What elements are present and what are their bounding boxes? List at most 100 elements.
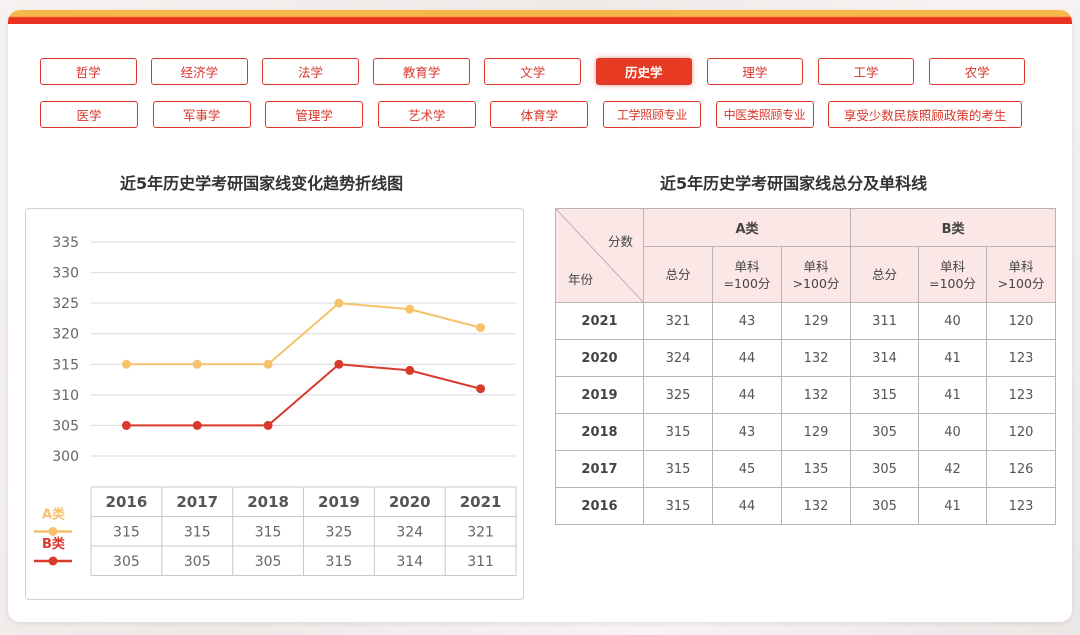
- table-cell: 132: [780, 487, 852, 525]
- subject-button-row1-7[interactable]: 工学: [817, 58, 915, 85]
- table-cell: 40: [918, 302, 988, 340]
- y-tick-label: 330: [52, 266, 79, 282]
- data-point: [192, 420, 202, 430]
- data-point: [476, 323, 486, 333]
- subject-button-row2-7[interactable]: 享受少数民族照顾政策的考生: [828, 101, 1023, 128]
- subject-button-row1-4[interactable]: 文学: [484, 58, 581, 85]
- table-diagonal-header: 分数 年份: [555, 208, 644, 303]
- y-tick-label: 315: [52, 357, 79, 373]
- table-cell: 123: [986, 339, 1057, 377]
- table-cell: 129: [780, 302, 852, 340]
- line-chart-panel: 335 330 325 320 315 310 305 300 2016 2017 2018 2019…: [25, 208, 524, 600]
- table-cell: 41: [918, 376, 988, 414]
- data-point: [405, 365, 415, 375]
- table-cell: 305: [850, 487, 920, 525]
- subject-button-row2-0[interactable]: 医学: [40, 101, 138, 128]
- sub-header-5: 单科 >100分: [986, 246, 1057, 303]
- subject-button-row2-5[interactable]: 工学照顾专业: [602, 101, 701, 128]
- group-header-b: B类: [850, 208, 1057, 247]
- row-year: 2020: [555, 339, 644, 377]
- table-cell: 311: [850, 302, 920, 340]
- sub-header-4: 单科 =100分: [918, 246, 988, 303]
- table-cell: 44: [712, 487, 782, 525]
- sub-header-1: 单科 =100分: [712, 246, 782, 303]
- subject-row-1: 哲学 经济学 法学 教育学 文学 历史学 理学 工学 农学: [40, 58, 1040, 86]
- subject-button-row1-1[interactable]: 经济学: [151, 58, 248, 85]
- table-title: 近5年历史学考研国家线总分及单科线: [660, 174, 928, 193]
- sub-header-3: 总分: [850, 246, 920, 303]
- table-cell: 40: [918, 413, 988, 451]
- subject-button-row2-6[interactable]: 中医类照顾专业: [715, 101, 814, 128]
- table-cell: 315: [643, 413, 713, 451]
- table-row: 2020 324 44 132 314 41 123: [555, 339, 1057, 377]
- legend-marker: [48, 527, 58, 536]
- y-tick-label: 335: [52, 235, 79, 251]
- main-card: 哲学 经济学 法学 教育学 文学 历史学 理学 工学 农学 医学 军事学 管理学 艺术学 体育学 工学照顾…: [8, 10, 1072, 622]
- table-cell: 42: [918, 450, 988, 488]
- data-point: [121, 359, 131, 369]
- x-category-label: 2021: [460, 493, 502, 511]
- table-cell: 126: [986, 450, 1057, 488]
- row-year: 2019: [555, 376, 644, 414]
- subject-row-2: 医学 军事学 管理学 艺术学 体育学 工学照顾专业 中医类照顾专业 享受少数民族照顾政策的考生: [40, 101, 1040, 129]
- table-row: 2016 315 44 132 305 41 123: [555, 487, 1057, 525]
- group-header-a: A类: [642, 208, 852, 247]
- table-cell: 305: [850, 413, 920, 451]
- data-table-value: 311: [467, 554, 494, 570]
- data-point: [405, 304, 415, 314]
- row-year: 2021: [555, 302, 644, 340]
- sub-header-row: 总分 单科 =100分 单科 >100分 总分 单科 =100分 单科 >100分: [556, 246, 1057, 303]
- sub-header-2: 单科 >100分: [780, 246, 852, 303]
- score-table-panel: 分数 年份 A类 B类 总分 单科 =100分 单科 >100分 总分 单科 =100分…: [555, 208, 1057, 525]
- y-tick-label: 320: [52, 327, 79, 343]
- table-row: 2017 315 45 135 305 42 126: [555, 450, 1057, 488]
- table-cell: 120: [986, 302, 1057, 340]
- table-cell: 315: [643, 450, 713, 488]
- data-point: [476, 384, 486, 394]
- table-row: 2021 321 43 129 311 40 120: [555, 302, 1057, 340]
- table-cell: 123: [986, 487, 1057, 525]
- table-cell: 41: [918, 339, 988, 377]
- x-category-label: 2019: [318, 493, 360, 511]
- subject-button-row2-4[interactable]: 体育学: [490, 101, 589, 128]
- y-tick-label: 300: [52, 449, 79, 465]
- top-accent-bar: [8, 10, 1072, 24]
- x-category-label: 2016: [106, 493, 148, 511]
- row-year: 2016: [555, 487, 644, 525]
- data-table-value: 305: [184, 554, 211, 570]
- subject-button-row1-0[interactable]: 哲学: [40, 58, 137, 85]
- data-table-value: 324: [396, 525, 423, 541]
- table-cell: 44: [712, 376, 782, 414]
- data-table-value: 314: [396, 554, 423, 570]
- subject-button-row2-2[interactable]: 管理学: [265, 101, 364, 128]
- table-cell: 129: [780, 413, 852, 451]
- subject-button-row1-5[interactable]: 历史学: [595, 58, 693, 85]
- subject-button-row1-6[interactable]: 理学: [706, 58, 804, 85]
- table-cell: 321: [643, 302, 713, 340]
- row-year: 2018: [555, 413, 644, 451]
- x-category-label: 2017: [176, 493, 218, 511]
- table-cell: 41: [918, 487, 988, 525]
- subject-button-row1-2[interactable]: 法学: [262, 58, 359, 85]
- subject-button-row1-8[interactable]: 农学: [928, 58, 1026, 85]
- subject-button-row1-3[interactable]: 教育学: [373, 58, 470, 85]
- table-cell: 135: [780, 450, 852, 488]
- data-table-value: 315: [326, 554, 353, 570]
- legend-label: B类: [42, 536, 66, 552]
- data-table-value: 315: [255, 525, 282, 541]
- table-cell: 315: [643, 487, 713, 525]
- table-cell: 44: [712, 339, 782, 377]
- subject-selector: 哲学 经济学 法学 教育学 文学 历史学 理学 工学 农学 医学 军事学 管理学 艺术学 体育学 工学照顾…: [40, 58, 1040, 144]
- data-point: [334, 359, 344, 369]
- table-cell: 314: [850, 339, 920, 377]
- subject-button-row2-3[interactable]: 艺术学: [377, 101, 476, 128]
- table-cell: 325: [643, 376, 713, 414]
- y-tick-label: 305: [52, 418, 79, 434]
- y-tick-label: 310: [52, 388, 79, 404]
- data-point: [334, 298, 344, 308]
- row-year: 2017: [555, 450, 644, 488]
- legend-label: A类: [42, 507, 66, 523]
- subject-button-row2-1[interactable]: 军事学: [152, 101, 251, 128]
- table-cell: 123: [986, 376, 1057, 414]
- table-body: 2021 321 43 129 311 40 120 2020 324 44 132 314 41 123…: [555, 302, 1057, 525]
